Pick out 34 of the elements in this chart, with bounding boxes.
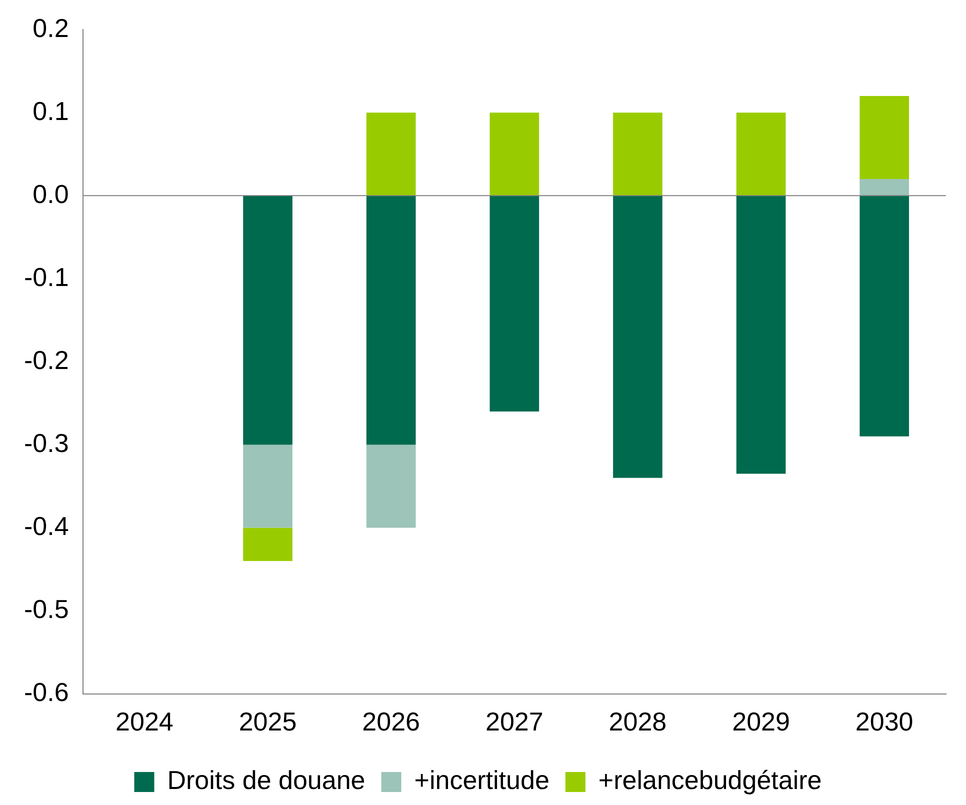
y-tick-label: -0.6 [24,676,69,707]
y-tick-label: 0.2 [32,12,69,43]
bar [243,528,292,561]
bar [490,112,540,196]
legend-label: +relancebudgétaire [598,765,822,796]
x-tick-label: 2025 [238,706,297,737]
x-tick-label: 2026 [362,706,420,737]
bar [243,196,292,445]
x-tick-label: 2030 [855,706,914,737]
bar [860,96,910,180]
bar [366,196,416,445]
legend-label: Droits de douane [167,765,366,796]
y-tick-label: 0.1 [32,96,69,126]
y-tick-label: -0.1 [24,262,69,292]
bar [860,196,910,436]
bar [366,444,416,528]
y-tick-label: -0.2 [24,344,69,375]
bar [860,179,910,196]
bar [490,196,540,412]
legend-label: +incertitude [414,765,550,796]
bar [243,444,292,528]
x-tick-label: 2029 [732,706,790,737]
bar [613,196,662,478]
bar [613,112,662,196]
x-tick-label: 2027 [485,706,544,737]
bar [736,112,786,196]
y-tick-label: -0.3 [24,428,69,458]
bar [736,196,786,474]
y-tick-label: 0.0 [32,178,69,209]
bar [366,112,416,196]
x-tick-label: 2028 [608,706,667,737]
y-tick-label: -0.4 [24,510,69,541]
x-tick-label: 2024 [116,706,174,737]
y-tick-label: -0.5 [24,594,69,624]
